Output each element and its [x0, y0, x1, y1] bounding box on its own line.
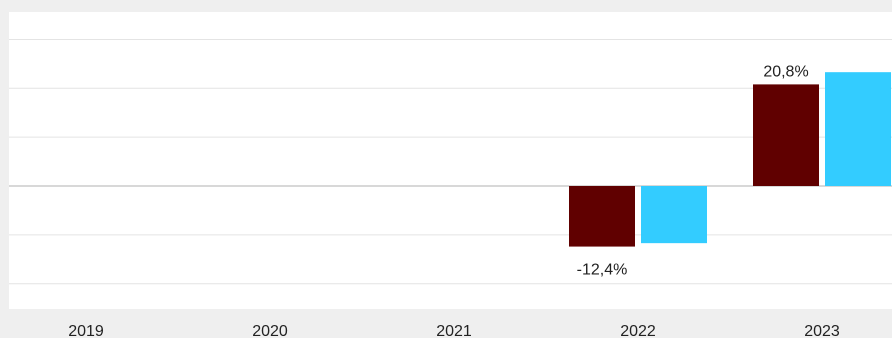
bar-series-1-2023 — [753, 84, 819, 186]
bar-series-2-2022 — [641, 186, 707, 244]
x-tick-label-2023: 2023 — [804, 323, 840, 338]
x-tick-label-2020: 2020 — [252, 323, 288, 338]
bar-series-1-2022 — [569, 186, 635, 247]
plot-background — [9, 12, 892, 309]
bars — [569, 72, 891, 247]
data-labels: -12,4% 20,8% — [577, 63, 809, 278]
bar-series-2-2023 — [825, 72, 891, 186]
x-axis-ticks: 2019 2020 2021 2022 2023 — [68, 323, 840, 338]
data-label-2023: 20,8% — [763, 63, 808, 80]
data-label-2022: -12,4% — [577, 262, 628, 279]
gridlines — [9, 38, 892, 285]
x-tick-label-2022: 2022 — [620, 323, 656, 338]
x-tick-label-2019: 2019 — [68, 323, 104, 338]
x-tick-label-2021: 2021 — [436, 323, 472, 338]
